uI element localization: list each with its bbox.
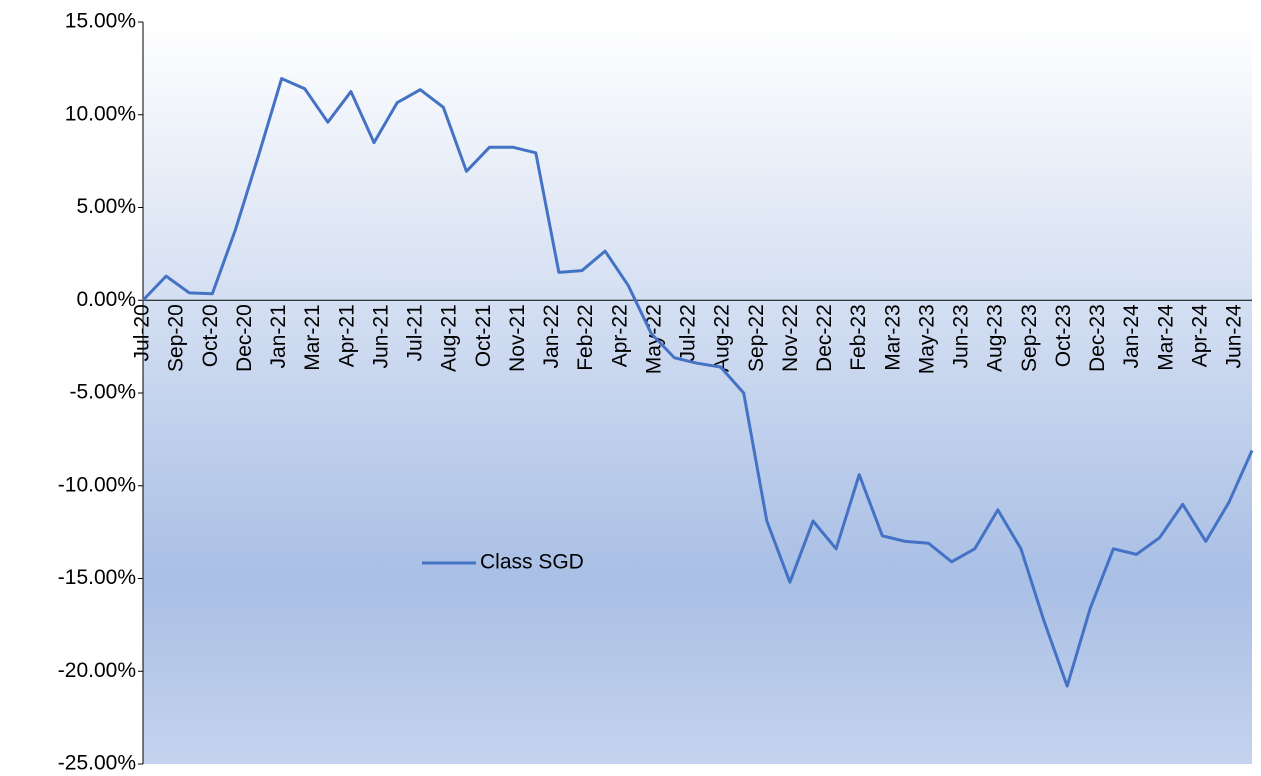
x-tick-label: Apr-22 [608,304,631,367]
plot-area [143,22,1252,764]
x-tick-label: Mar-24 [1154,304,1177,371]
x-tick-label: Feb-22 [574,304,597,371]
x-tick-label: Oct-21 [472,304,495,367]
x-tick-label: Jul-21 [404,304,427,361]
x-tick-label: Mar-21 [301,304,324,371]
x-tick-label: May-23 [915,304,938,374]
x-tick-label: Aug-22 [711,304,734,372]
x-tick-label: Mar-23 [881,304,904,371]
x-tick-label: Sep-23 [1018,304,1041,372]
y-tick-label: -25.00% [58,752,136,775]
x-tick-label: Dec-22 [813,304,836,372]
x-tick-label: May-22 [642,304,665,374]
y-tick-label: 5.00% [76,195,136,218]
x-tick-label: Aug-23 [984,304,1007,372]
x-tick-label: Sep-22 [745,304,768,372]
x-tick-label: Jan-24 [1120,304,1143,369]
x-tick-label: Jan-21 [267,304,290,368]
x-tick-label: Apr-24 [1188,304,1211,367]
x-tick-label: Apr-21 [335,304,358,367]
y-tick-label: 10.00% [65,102,136,125]
x-tick-label: Sep-20 [165,304,188,372]
x-tick-label: Aug-21 [438,304,461,372]
x-tick-label: Jun-21 [369,304,392,368]
x-tick-label: Oct-23 [1052,304,1075,367]
x-tick-label: Jul-22 [677,304,700,361]
legend-label: Class SGD [480,551,584,574]
y-tick-label: -15.00% [58,566,136,589]
x-tick-label: Feb-23 [847,304,870,371]
x-tick-label: Jan-22 [540,304,563,368]
x-tick-label: Dec-23 [1086,304,1109,372]
x-tick-label: Nov-21 [506,304,529,372]
x-tick-label: Jul-20 [131,304,154,361]
y-tick-label: 0.00% [76,288,136,311]
x-tick-label: Jun-23 [950,304,973,368]
x-tick-label: Jun-24 [1223,304,1246,369]
x-tick-label: Nov-22 [779,304,802,372]
x-tick-label: Dec-20 [233,304,256,372]
y-tick-label: -20.00% [58,659,136,682]
y-tick-label: -5.00% [69,381,136,404]
line-series [141,77,1254,688]
y-tick-label: -10.00% [58,473,136,496]
x-tick-label: Oct-20 [199,304,222,367]
y-tick-label: 15.00% [65,10,136,33]
